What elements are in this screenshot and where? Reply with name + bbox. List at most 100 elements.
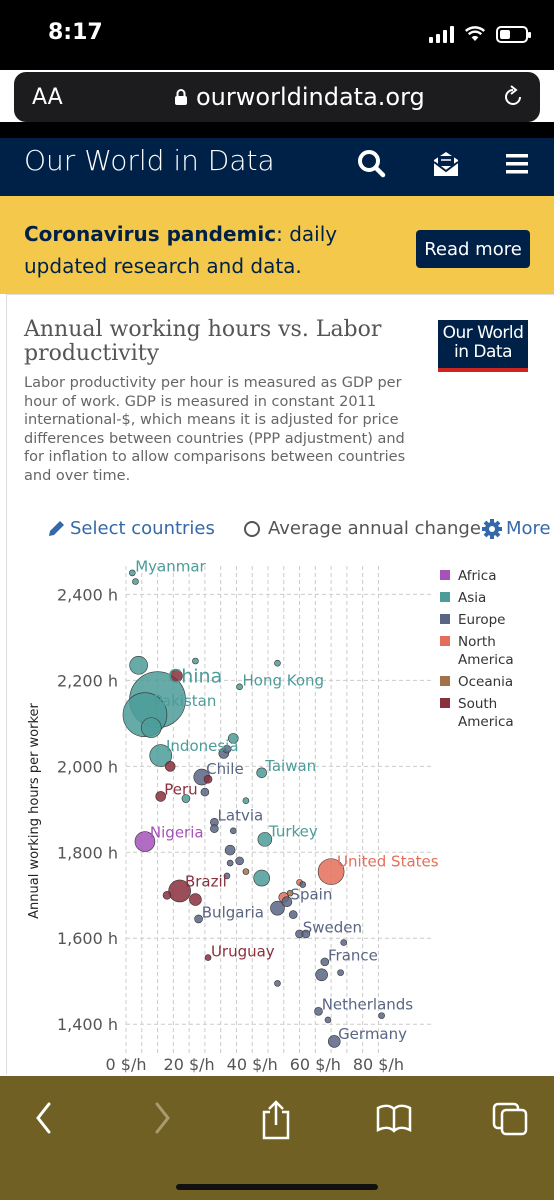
select-countries-button[interactable]: Select countries <box>46 518 215 539</box>
select-countries-label: Select countries <box>70 518 215 539</box>
legend-label: Oceania <box>458 674 513 690</box>
data-point <box>242 868 250 875</box>
data-point <box>337 969 344 976</box>
data-point <box>317 858 345 885</box>
gear-icon <box>482 518 502 539</box>
site-header: Our World in Data <box>0 138 554 196</box>
forward-icon[interactable] <box>148 1098 176 1138</box>
wifi-icon <box>464 26 486 41</box>
data-point <box>223 872 231 880</box>
data-point <box>155 791 167 802</box>
status-bar: 8:17 <box>0 0 554 70</box>
data-point <box>129 656 148 675</box>
data-point <box>253 869 270 887</box>
data-point <box>162 890 172 900</box>
data-point <box>226 859 234 867</box>
more-button[interactable]: More <box>482 518 551 539</box>
back-icon[interactable] <box>30 1098 58 1138</box>
legend-swatch <box>440 636 450 646</box>
signal-icon <box>429 25 454 43</box>
url-display[interactable]: ourworldindata.org <box>174 83 425 111</box>
data-point <box>192 657 199 665</box>
data-label: France <box>328 946 378 964</box>
home-indicator <box>176 1184 378 1190</box>
legend-swatch <box>440 570 450 580</box>
site-logo[interactable]: Our World in Data <box>24 144 275 177</box>
scatter-chart[interactable]: 1,400 h 1,600 h 1,800 h 2,000 h 2,200 h 2,400… <box>0 560 554 1076</box>
data-point <box>324 1016 332 1024</box>
data-point <box>203 774 213 784</box>
legend-swatch <box>440 592 450 602</box>
data-point <box>227 733 239 744</box>
y-tick-label: 1,800 h <box>57 843 118 862</box>
search-icon[interactable] <box>356 144 388 184</box>
bookmarks-icon[interactable] <box>374 1098 414 1138</box>
url-text: ourworldindata.org <box>196 83 425 111</box>
legend-swatch <box>440 698 450 708</box>
chart-title: Annual working hours vs. Labor productiv… <box>24 317 382 366</box>
tabs-icon[interactable] <box>490 1098 530 1138</box>
chart-subtitle: Labor productivity per hour is measured … <box>24 375 406 484</box>
radio-icon <box>244 520 260 537</box>
y-tick-label: 1,600 h <box>57 929 118 948</box>
data-label: Spain <box>290 886 332 904</box>
data-label: Germany <box>338 1025 407 1043</box>
data-point <box>168 879 191 903</box>
data-point <box>164 761 176 772</box>
owid-badge[interactable]: Our World in Data <box>438 320 528 372</box>
covid-banner: Coronavirus pandemic: daily updated rese… <box>0 196 554 294</box>
data-point <box>256 767 267 779</box>
data-label: Bulgaria <box>202 903 264 921</box>
battery-icon <box>496 25 531 43</box>
data-point <box>149 744 173 767</box>
share-icon[interactable] <box>258 1098 294 1142</box>
data-point <box>132 578 139 585</box>
badge-line1: Our World <box>442 323 524 343</box>
chart-controls: Select countries Average annual change M… <box>0 516 554 544</box>
read-more-button[interactable]: Read more <box>416 230 530 268</box>
data-point <box>257 832 273 847</box>
average-change-toggle[interactable]: Average annual change <box>244 518 481 539</box>
url-bar[interactable]: AA ourworldindata.org <box>14 72 540 122</box>
data-point <box>274 980 281 987</box>
legend-label: America <box>458 714 514 730</box>
legend-label: South <box>458 696 497 712</box>
data-point <box>129 569 136 577</box>
data-point <box>288 910 298 919</box>
data-label: Myanmar <box>135 560 206 576</box>
y-axis-label: Annual working hours per worker <box>27 702 42 918</box>
banner-text: Coronavirus pandemic: daily updated rese… <box>24 218 394 282</box>
data-point <box>274 659 281 667</box>
browser-toolbar <box>0 1076 554 1200</box>
legend-swatch <box>440 676 450 686</box>
legend-label: America <box>458 652 514 668</box>
banner-bold: Coronavirus pandemic <box>24 222 277 246</box>
chart-card <box>6 294 554 1074</box>
browser-chrome-gap <box>0 122 554 138</box>
data-point <box>224 844 236 856</box>
data-point <box>140 717 162 738</box>
data-point <box>270 900 285 916</box>
data-point <box>281 896 293 908</box>
data-point <box>314 1007 323 1016</box>
legend-label: North <box>458 634 496 650</box>
text-size-button[interactable]: AA <box>32 85 63 110</box>
data-point <box>242 797 250 805</box>
menu-icon[interactable] <box>504 144 532 184</box>
data-label: China <box>168 665 222 687</box>
banner-rest: : daily updated research and data. <box>24 222 338 278</box>
data-label: Brazil <box>185 873 227 891</box>
data-point <box>194 914 203 924</box>
data-point <box>315 968 328 982</box>
status-icons <box>429 22 531 46</box>
legend-label: Europe <box>458 612 505 628</box>
subscribe-icon[interactable] <box>430 144 462 184</box>
data-point <box>204 954 212 961</box>
y-tick-label: 1,400 h <box>57 1015 118 1034</box>
reload-icon[interactable] <box>500 84 526 110</box>
data-point <box>327 1035 341 1048</box>
more-label: More <box>506 518 551 539</box>
data-point <box>236 683 243 691</box>
data-label: Indonesia <box>166 737 239 755</box>
data-point <box>320 957 330 967</box>
